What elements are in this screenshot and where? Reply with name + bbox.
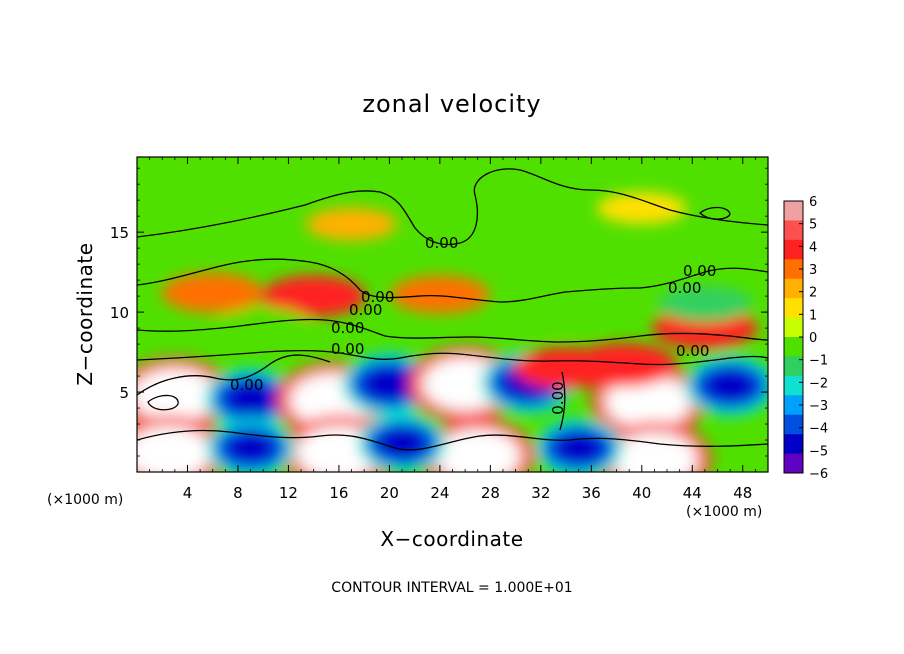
x-tick-label: 28	[481, 484, 500, 502]
colorbar-segment	[784, 337, 803, 357]
colorbar-tick-label: −2	[809, 376, 828, 391]
contour-line	[137, 349, 768, 366]
colorbar-tick-label: 0	[809, 331, 817, 346]
contour-label: 0.00	[331, 319, 364, 337]
contour-line	[559, 371, 566, 431]
velocity-blob	[305, 207, 398, 241]
contour-label: 0.00	[230, 376, 263, 394]
velocity-blob	[656, 286, 753, 323]
x-axis-label: X−coordinate	[380, 527, 523, 551]
velocity-blob	[613, 434, 696, 472]
contour-line	[137, 168, 768, 246]
plot-area: 0.00 0.00 0.00 0.00 0.00 0.00 0.00 0.00 …	[136, 156, 769, 473]
velocity-blob	[390, 275, 490, 314]
colorbar-tick-label: −1	[809, 354, 828, 369]
colorbar-segment	[784, 453, 803, 474]
contour-lines	[137, 168, 768, 451]
contour-line	[137, 354, 331, 396]
colorbar-tick-label: 2	[809, 286, 817, 301]
colorbar: 6 5 4 3 2 1 0 −1 −2 −3 −4 −5 −6	[783, 195, 828, 482]
colorbar-tick-label: 6	[809, 195, 817, 210]
y-tick-label: 10	[110, 304, 129, 322]
colorbar-segment	[784, 317, 803, 338]
velocity-blob	[161, 272, 264, 313]
colorbar-segment	[784, 298, 803, 319]
velocity-blob	[362, 366, 417, 403]
contour-line	[137, 318, 768, 343]
velocity-blob	[607, 376, 690, 427]
x-tick-label: 4	[183, 484, 193, 502]
x-tick-label: 48	[733, 484, 752, 502]
velocity-blob	[507, 298, 600, 332]
colorbar-segment	[784, 375, 803, 396]
velocity-blob	[226, 432, 275, 465]
velocity-blob	[568, 342, 677, 387]
x-tick-label: 12	[279, 484, 298, 502]
colorbar-tick-label: −4	[809, 422, 828, 437]
contour-label: 0.00	[683, 262, 716, 280]
colorbar-segment	[784, 414, 803, 435]
velocity-blob	[596, 192, 687, 225]
colorbar-tick-label: 3	[809, 263, 817, 278]
x-tick-label: 40	[632, 484, 651, 502]
contour-interval-note: CONTOUR INTERVAL = 1.000E+01	[331, 580, 572, 596]
chart-title: zonal velocity	[362, 90, 541, 118]
colorbar-segment	[784, 220, 803, 241]
colorbar-segment	[784, 239, 803, 260]
velocity-blob	[378, 427, 427, 460]
contour-label: 0.00	[425, 234, 458, 252]
colorbar-segment	[784, 201, 803, 221]
y-axis-units: (×1000 m)	[47, 492, 123, 508]
velocity-blob	[137, 370, 216, 421]
x-tick-label: 32	[531, 484, 550, 502]
velocity-blob	[137, 427, 210, 472]
contour-label: 0.00	[331, 340, 364, 358]
x-axis-units: (×1000 m)	[686, 504, 762, 520]
colorbar-segment	[784, 259, 803, 280]
y-axis-ticks: 5 10 15	[110, 167, 768, 457]
contour-line	[147, 394, 179, 411]
contour-label: 0.00	[549, 381, 567, 414]
colorbar-segment	[784, 434, 803, 455]
colorbar-tick-label: −3	[809, 399, 828, 414]
y-tick-label: 15	[110, 224, 129, 242]
colorbar-tick-label: 5	[809, 218, 817, 233]
contour-labels: 0.00 0.00 0.00 0.00 0.00 0.00 0.00 0.00 …	[230, 234, 716, 415]
velocity-blob	[215, 307, 311, 343]
contour-label: 0.00	[361, 288, 394, 306]
y-axis-label: Z−coordinate	[73, 242, 97, 385]
colorbar-tick-label: −6	[809, 467, 828, 482]
velocity-blob	[261, 275, 367, 318]
y-tick-label: 5	[119, 384, 129, 402]
x-tick-label: 24	[430, 484, 449, 502]
x-tick-label: 44	[683, 484, 702, 502]
contour-label: 0.00	[676, 342, 709, 360]
velocity-blob	[704, 368, 756, 403]
colorbar-tick-label: −5	[809, 444, 828, 459]
contour-line	[137, 258, 768, 303]
colorbar-segment	[784, 395, 803, 416]
x-tick-label: 16	[329, 484, 348, 502]
colorbar-segment	[784, 278, 803, 299]
x-tick-label: 36	[582, 484, 601, 502]
velocity-blob	[554, 432, 603, 465]
colorbar-tick-label: 1	[809, 308, 817, 323]
velocity-blob	[225, 381, 277, 416]
x-tick-label: 20	[380, 484, 399, 502]
colorbar-tick-label: 4	[809, 240, 817, 255]
x-axis-ticks: 4 8 12 16 20 24 28 32 36 40 44 48	[149, 157, 756, 502]
velocity-blob	[436, 431, 519, 472]
contour-line	[698, 206, 731, 220]
colorbar-segment	[784, 356, 803, 377]
contour-line	[137, 429, 768, 451]
contour-label: 0.00	[668, 279, 701, 297]
x-tick-label: 8	[233, 484, 243, 502]
contour-label: 0.00	[349, 301, 382, 319]
velocity-field	[137, 192, 768, 472]
